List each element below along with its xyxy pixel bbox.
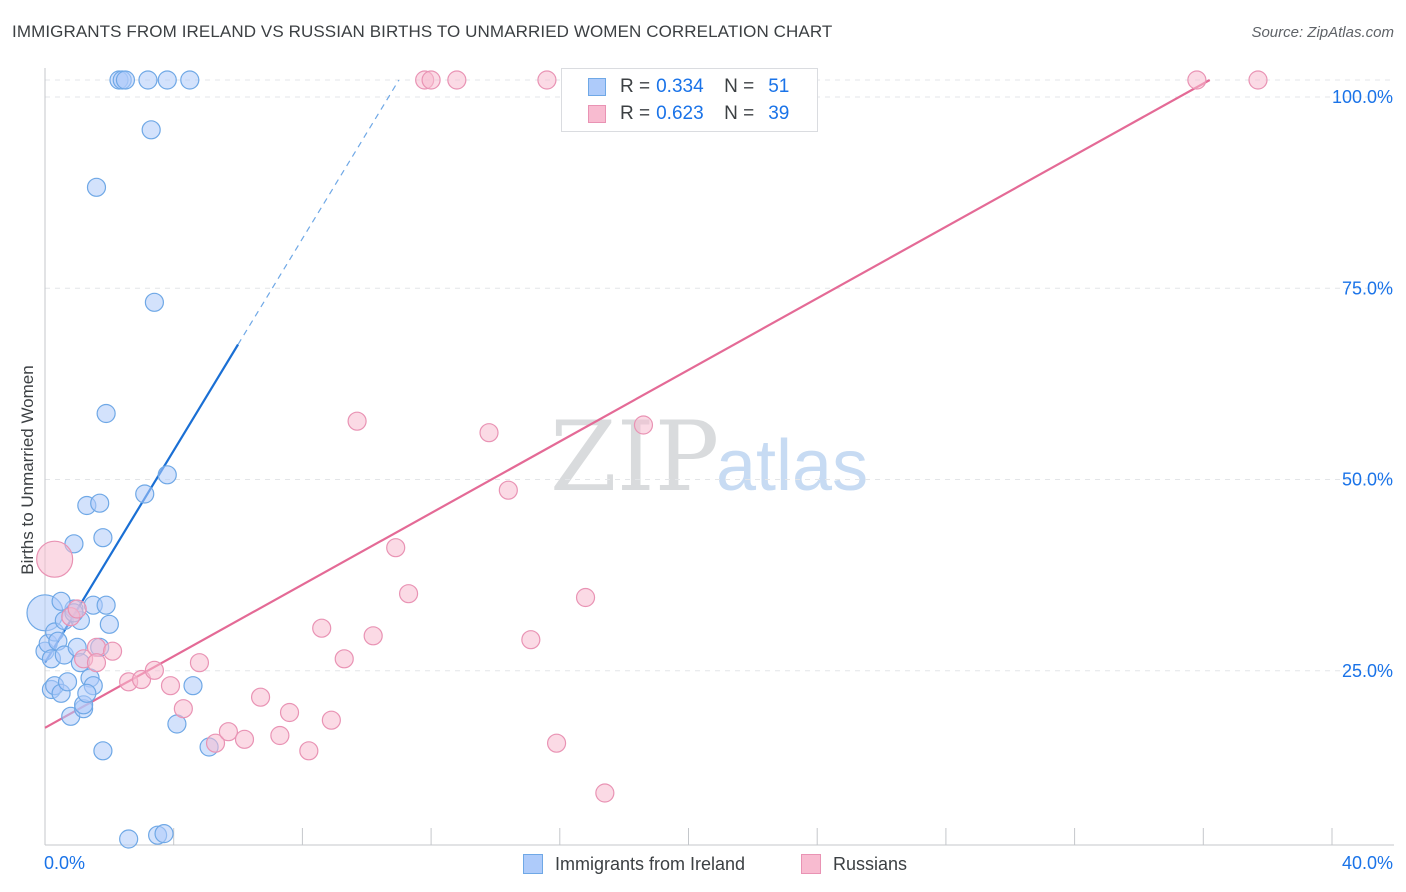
russian-point — [279, 702, 300, 723]
russian-point — [347, 411, 367, 431]
ireland-point — [144, 292, 164, 312]
russian-point — [234, 729, 255, 749]
x-tick-label-min: 0.0% — [44, 853, 85, 873]
russian-point — [1248, 70, 1268, 90]
y-tick-labels: 25.0% 50.0% 75.0% 100.0% — [1332, 87, 1393, 681]
russians-swatch — [588, 105, 606, 123]
trend-lines — [44, 79, 1211, 729]
russian-point — [205, 733, 226, 753]
russian-point — [160, 676, 181, 696]
russian-point — [447, 70, 467, 90]
ireland-point — [157, 465, 177, 485]
russian-point — [86, 653, 107, 673]
russians-r-value: 0.623 — [656, 103, 704, 124]
ireland-point — [183, 676, 203, 696]
russian-point — [321, 710, 341, 730]
watermark-zip: ZIP — [550, 401, 719, 513]
ireland-point — [96, 595, 116, 615]
russians-n-value: 39 — [768, 103, 790, 124]
ireland-point — [135, 484, 155, 504]
ireland-point — [141, 120, 161, 140]
russian-point — [334, 649, 354, 669]
watermark: ZIP atlas — [550, 401, 868, 513]
russian-point — [102, 641, 123, 661]
ireland-trend-extension — [237, 79, 400, 345]
legend-row-ireland: R = 0.334 N = 51 — [588, 74, 789, 100]
correlation-legend: R = 0.334 N = 51 R = 0.623 N = 39 — [561, 68, 818, 132]
russian-point — [250, 687, 271, 707]
russian-point — [299, 741, 319, 761]
russian-point — [398, 584, 419, 604]
ireland-point — [93, 528, 113, 548]
source-label: Source: ZipAtlas.com — [1251, 24, 1394, 41]
bottom-russians-swatch — [801, 854, 821, 874]
russian-point — [521, 630, 541, 650]
russian-point — [595, 783, 615, 803]
axes — [44, 68, 1394, 846]
y-tick-label: 25.0% — [1342, 661, 1393, 681]
r-label: R = — [620, 103, 651, 124]
y-tick-label: 75.0% — [1342, 278, 1393, 298]
ireland-point — [57, 672, 78, 692]
ireland-point — [138, 70, 158, 90]
bottom-ireland-swatch — [523, 854, 543, 874]
legend-row-russians: R = 0.623 N = 39 — [588, 101, 789, 127]
ireland-r-value: 0.334 — [656, 76, 704, 97]
russian-point — [479, 423, 499, 443]
watermark-atlas: atlas — [716, 426, 868, 506]
russian-point — [363, 626, 383, 646]
russian-point — [67, 599, 87, 619]
bottom-russians-label: Russians — [833, 853, 908, 874]
russian-point — [498, 480, 518, 500]
ireland-point — [157, 70, 177, 90]
russian-point — [546, 733, 567, 753]
x-tick-labels: 0.0% 40.0% — [44, 853, 1393, 873]
ireland-swatch — [588, 78, 606, 96]
bottom-legend-russians: Russians — [801, 852, 907, 876]
x-tick-label-max: 40.0% — [1342, 853, 1393, 873]
y-axis-title: Births to Unmarried Women — [18, 365, 37, 575]
ireland-point — [90, 493, 110, 513]
n-label: N = — [724, 103, 755, 124]
russian-point — [218, 722, 238, 742]
bottom-legend-ireland: Immigrants from Ireland — [523, 852, 745, 876]
ireland-point — [51, 591, 71, 611]
chart-title: IMMIGRANTS FROM IRELAND VS RUSSIAN BIRTH… — [12, 22, 833, 41]
ireland-point — [99, 614, 119, 634]
bottom-ireland-label: Immigrants from Ireland — [555, 853, 746, 874]
russian-point — [36, 540, 74, 578]
r-label: R = — [620, 76, 651, 97]
russian-point — [173, 699, 193, 719]
y-tick-label: 50.0% — [1342, 470, 1393, 490]
data-points — [26, 70, 1268, 849]
y-tick-label: 100.0% — [1332, 87, 1393, 107]
russians-trend-line — [44, 79, 1211, 729]
russian-point — [537, 70, 557, 90]
ireland-point — [119, 829, 139, 849]
russian-point — [312, 618, 332, 638]
russian-point — [1187, 70, 1207, 90]
russian-point — [575, 587, 596, 608]
ireland-point — [77, 683, 97, 703]
russian-point — [270, 725, 290, 746]
ireland-n-value: 51 — [768, 76, 790, 97]
russian-point — [633, 415, 654, 435]
russian-point — [421, 70, 441, 90]
gridlines — [45, 79, 1394, 672]
russian-point — [144, 660, 164, 680]
ireland-point — [180, 70, 200, 90]
russian-point — [189, 653, 210, 673]
ireland-point — [86, 177, 107, 197]
n-label: N = — [724, 76, 755, 97]
russian-point — [386, 538, 406, 558]
ireland-point — [96, 403, 116, 424]
ireland-point — [154, 824, 174, 844]
ireland-point — [115, 70, 136, 90]
ireland-point — [93, 741, 113, 761]
